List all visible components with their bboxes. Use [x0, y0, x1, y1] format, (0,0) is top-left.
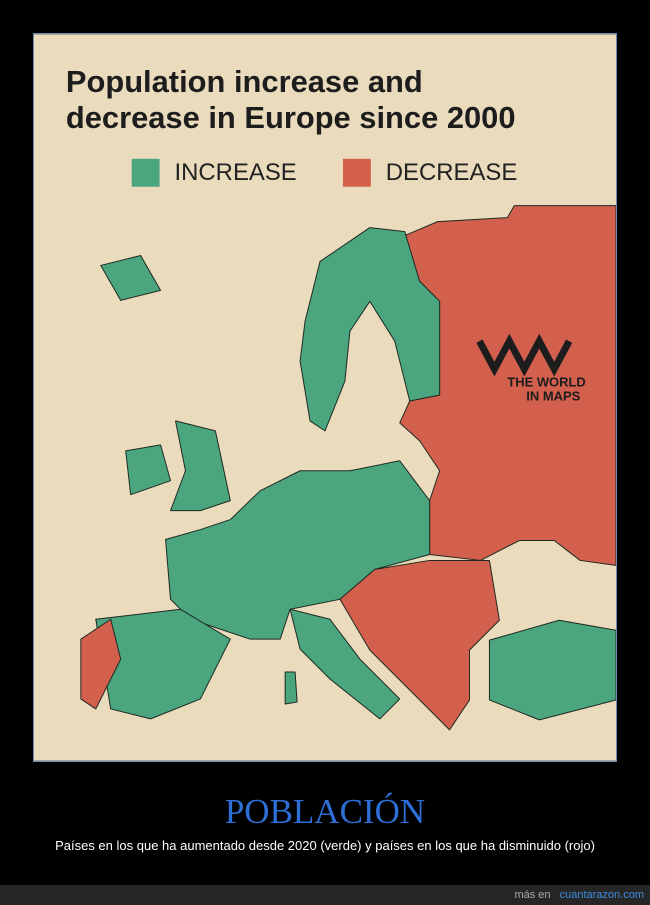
logo-mark	[476, 333, 573, 377]
region-increase	[488, 619, 616, 721]
region-increase	[289, 608, 401, 720]
map-title: decrease in Europe since 2000	[66, 100, 516, 135]
map-title: Population increase and	[66, 64, 423, 99]
logo-text: THE WORLD	[507, 374, 585, 389]
footer: más en cuantarazon.com	[0, 885, 650, 905]
legend-swatch	[131, 158, 160, 187]
region-increase	[100, 254, 162, 301]
legend-label: INCREASE	[175, 159, 297, 186]
region-decrease	[80, 618, 122, 710]
caption-text: Países en los que ha aumentado desde 202…	[55, 838, 595, 853]
region-increase	[299, 227, 441, 432]
footer-link[interactable]: cuantarazon.com	[559, 889, 644, 901]
caption-title: POBLACIÓN	[224, 792, 426, 831]
footer-prefix: más en	[514, 889, 551, 901]
region-decrease	[339, 559, 500, 731]
logo-text: IN MAPS	[526, 388, 580, 403]
region-increase	[284, 671, 298, 705]
map	[80, 205, 616, 731]
legend-swatch	[342, 158, 371, 187]
region-increase	[95, 608, 231, 720]
region-increase	[125, 444, 172, 496]
legend-label: DECREASE	[386, 159, 518, 186]
region-increase	[170, 420, 231, 512]
map-poster: Population increase and decrease in Euro…	[33, 33, 617, 762]
